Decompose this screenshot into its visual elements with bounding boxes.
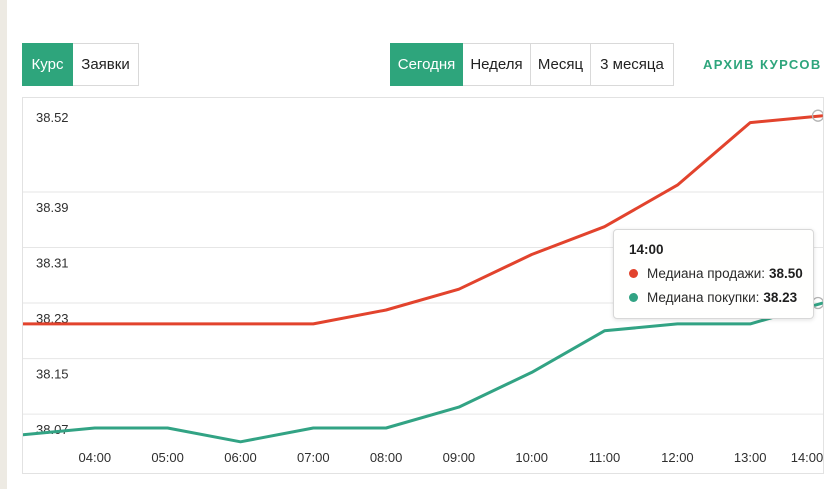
x-axis-label: 11:00 — [589, 450, 621, 465]
tab-zayavki[interactable]: Заявки — [72, 43, 139, 86]
period-tabs: Сегодня Неделя Месяц 3 месяца — [390, 43, 674, 86]
y-axis-label: 38.15 — [36, 367, 69, 382]
archive-rates-link[interactable]: АРХИВ КУРСОВ — [703, 57, 822, 72]
x-axis-label: 05:00 — [151, 450, 184, 465]
series-line — [23, 301, 823, 444]
tab-period-today[interactable]: Сегодня — [390, 43, 463, 86]
view-tabs: Курс Заявки — [22, 43, 139, 86]
tab-kurs[interactable]: Курс — [22, 43, 73, 86]
tooltip-time: 14:00 — [629, 242, 664, 257]
x-axis-label: 06:00 — [224, 450, 257, 465]
tooltip-row-sell: Медиана продажи: 38.50 — [629, 266, 803, 281]
tooltip-sell-label: Медиана продажи: — [647, 266, 765, 281]
tab-period-3months[interactable]: 3 месяца — [590, 43, 674, 86]
sell-series-dot — [629, 269, 638, 278]
x-axis-label: 13:00 — [734, 450, 767, 465]
x-axis-label: 12:00 — [661, 450, 694, 465]
x-axis-label: 10:00 — [515, 450, 548, 465]
tooltip-buy-label: Медиана покупки: — [647, 290, 760, 305]
chart-tooltip: 14:00 Медиана продажи: 38.50 Медиана пок… — [613, 229, 814, 319]
tab-period-month[interactable]: Месяц — [530, 43, 591, 86]
series-endpoint-marker — [811, 109, 823, 122]
buy-series-dot — [629, 293, 638, 302]
tooltip-row-buy: Медиана покупки: 38.23 — [629, 290, 799, 305]
tooltip-buy-value: 38.23 — [763, 290, 798, 305]
series-line — [23, 114, 823, 326]
y-axis-label: 38.39 — [36, 200, 69, 215]
y-axis-label: 38.31 — [36, 256, 69, 271]
y-axis-label: 38.23 — [36, 311, 69, 326]
x-axis-label: 14:00 — [791, 450, 823, 465]
x-axis-label: 07:00 — [297, 450, 330, 465]
y-axis-label: 38.52 — [36, 110, 69, 125]
x-axis-label: 04:00 — [79, 450, 112, 465]
x-axis-label: 09:00 — [443, 450, 476, 465]
chart-area[interactable]: 38.52 38.39 38.31 38.23 38.15 38.07 04:00 05:00… — [22, 97, 824, 474]
tab-period-week[interactable]: Неделя — [462, 43, 531, 86]
page-edge-strip — [0, 0, 7, 489]
tooltip-sell-value: 38.50 — [769, 266, 803, 281]
x-axis-label: 08:00 — [370, 450, 403, 465]
